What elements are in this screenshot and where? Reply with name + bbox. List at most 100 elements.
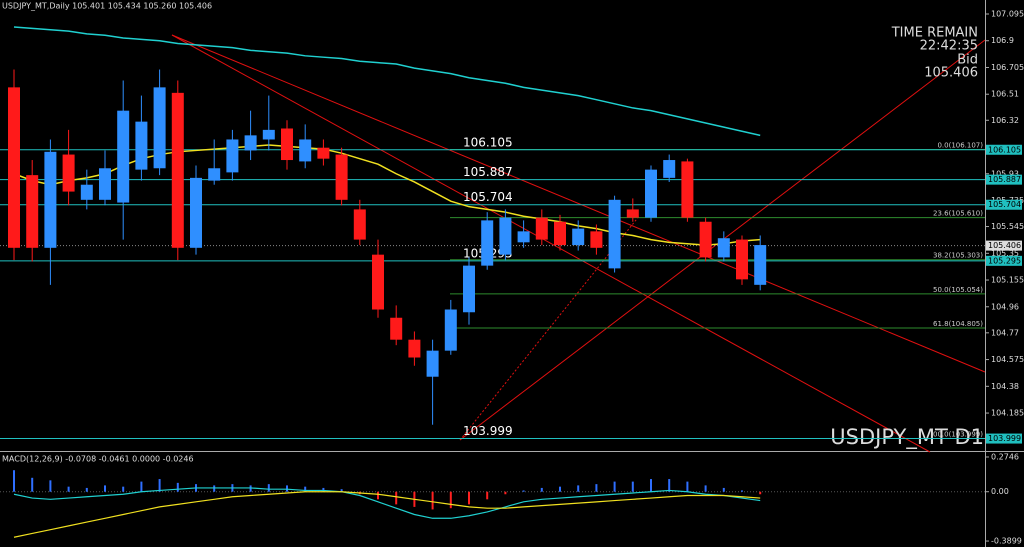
histogram-bar: [741, 490, 743, 492]
candle-body: [626, 209, 639, 218]
histogram-bar: [176, 482, 179, 492]
candle-body: [317, 147, 330, 159]
histogram-bar: [559, 486, 561, 492]
candle-body: [481, 220, 494, 266]
bid-box: [986, 240, 1022, 251]
y-tick-label: 104.185: [991, 409, 1024, 418]
histogram-bar: [140, 481, 143, 492]
level-box-label: 105.704: [988, 200, 1021, 209]
y-tick-label: 106.32: [991, 116, 1019, 125]
histogram-bar: [668, 479, 671, 492]
info-text: 22:42:35: [920, 39, 978, 54]
y-tick-label: 0.00: [991, 487, 1009, 496]
candle-body: [44, 151, 57, 248]
histogram-bar: [631, 481, 634, 492]
histogram-bar: [577, 485, 580, 492]
level-label: 103.999: [463, 424, 513, 438]
candle-body: [26, 175, 39, 248]
candle-body: [535, 217, 548, 240]
trend-line: [171, 34, 931, 453]
histogram-bar: [722, 487, 725, 492]
level-box-label: 105.295: [988, 256, 1021, 265]
trend-line: [171, 34, 986, 373]
candle-body: [390, 317, 403, 340]
histogram-bar: [449, 491, 452, 509]
histogram-bar: [686, 481, 689, 492]
y-tick-label: 105.93: [991, 169, 1019, 178]
level-label: 105.887: [463, 165, 513, 179]
level-box: [986, 255, 1022, 266]
candle-body: [663, 160, 676, 178]
candle-body: [717, 238, 730, 258]
level-label: 106.105: [463, 135, 513, 149]
histogram-bar: [13, 470, 15, 492]
histogram-bar: [122, 486, 125, 492]
fib-label: 50.0(105.054): [933, 286, 983, 294]
candle-body: [135, 121, 148, 170]
histogram-bar: [468, 491, 470, 505]
info-text: TIME REMAIN: [891, 26, 978, 41]
histogram-bar: [31, 477, 34, 492]
level-box-label: 103.999: [988, 434, 1021, 443]
candle-body: [281, 128, 293, 161]
y-tick-label: 104.38: [991, 382, 1019, 391]
histogram-bar: [67, 486, 70, 492]
candle-body: [80, 184, 93, 200]
candle-body: [699, 221, 712, 258]
level-box-label: 105.887: [988, 175, 1021, 184]
candle-body: [608, 199, 621, 269]
y-tick-label: 105.545: [991, 222, 1024, 231]
y-tick-label: 106.705: [991, 63, 1024, 72]
candle-body: [226, 139, 239, 173]
candle-body: [372, 254, 384, 310]
candle-body: [517, 231, 530, 243]
histogram-bar: [304, 486, 307, 492]
histogram-bar: [340, 489, 343, 492]
histogram-bar: [704, 485, 707, 492]
y-tick-label: 107.095: [991, 9, 1024, 18]
candle-body: [99, 168, 111, 200]
fib-label: 00.0(103.999): [933, 431, 983, 439]
fib-label: 0.0(106.107): [937, 141, 983, 149]
y-tick-label: 104.96: [991, 302, 1019, 311]
histogram-bar: [759, 491, 762, 495]
histogram-bar: [249, 485, 252, 492]
y-tick-label: -0.3899: [991, 537, 1022, 546]
info-text: 105.406: [924, 66, 978, 81]
candle-body: [262, 129, 275, 140]
candle-body: [408, 339, 421, 358]
level-label: 105.704: [463, 190, 513, 204]
y-tick-label: 105.35: [991, 249, 1019, 258]
y-tick-label: 106.51: [991, 90, 1019, 99]
candle-body: [426, 350, 439, 377]
y-tick-label: 105.155: [991, 276, 1024, 285]
candle-body: [645, 169, 657, 218]
y-tick-label: 104.575: [991, 355, 1024, 364]
candle-body: [590, 231, 603, 248]
level-box: [986, 144, 1022, 155]
candle-body: [681, 161, 694, 218]
candle-body: [736, 239, 748, 280]
candle-body: [190, 177, 202, 248]
histogram-bar: [213, 485, 216, 492]
y-tick-label: 106.9: [991, 36, 1014, 45]
chart-title: USDJPY_MT,Daily 105.401 105.434 105.260 …: [2, 2, 212, 11]
histogram-bar: [504, 491, 507, 495]
candle-body: [208, 168, 221, 181]
fib-label: 38.2(105.303): [933, 252, 983, 260]
histogram-bar: [522, 490, 525, 492]
histogram-bar: [158, 479, 161, 492]
candle-body: [754, 245, 767, 285]
histogram-bar: [486, 491, 489, 500]
candle-body: [62, 154, 75, 192]
histogram-bar: [49, 480, 52, 492]
histogram-bar: [286, 485, 288, 492]
histogram-bar: [377, 491, 379, 500]
level-box: [986, 433, 1022, 444]
candle-body: [353, 209, 366, 240]
candle-body: [8, 87, 20, 248]
histogram-bar: [650, 479, 652, 492]
fib-label: 23.6(105.610): [933, 210, 983, 218]
